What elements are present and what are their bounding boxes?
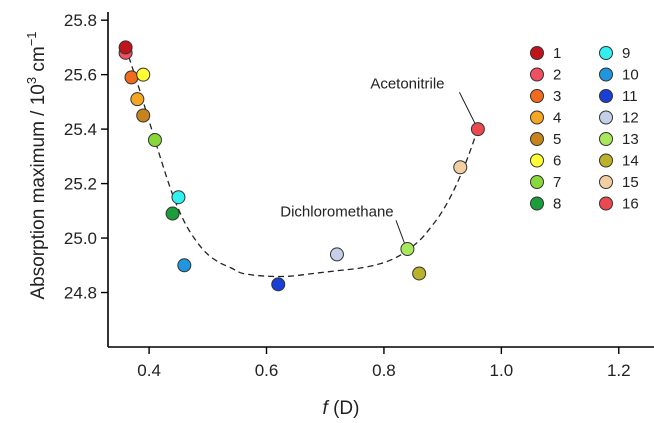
legend-label-16: 16: [622, 196, 639, 213]
data-point-3: [124, 70, 139, 85]
legend-label-15: 15: [622, 174, 639, 191]
y-tick-label: 24.8: [64, 284, 97, 303]
legend-label-2: 2: [553, 67, 561, 84]
y-tick-label: 25.6: [64, 66, 97, 85]
x-axis-title-rest: (D): [328, 398, 360, 419]
legend-marker-14: [599, 153, 613, 168]
legend-marker-6: [530, 153, 544, 168]
legend-label-11: 11: [622, 88, 638, 105]
y-tick-label: 25.4: [64, 120, 97, 139]
legend-marker-5: [530, 132, 544, 146]
x-axis-title-italic: f: [323, 398, 330, 419]
legend-marker-11: [599, 89, 613, 103]
legend-label-10: 10: [622, 67, 639, 84]
x-axis-title: f (D): [323, 398, 360, 419]
data-point-12: [329, 247, 344, 262]
annotation-leader: [395, 220, 405, 244]
data-point-14: [412, 266, 427, 281]
legend-marker-15: [599, 175, 613, 189]
y-axis-title-unit-exp: −1: [24, 31, 39, 46]
data-point-6: [136, 67, 151, 82]
legend-label-1: 1: [553, 45, 561, 62]
y-axis-title-main: Absorption maximum / 10: [28, 84, 49, 299]
y-axis-title-unit: cm: [28, 46, 49, 77]
legend-marker-13: [599, 132, 613, 146]
annotation-leader: [458, 92, 476, 124]
legend-label-8: 8: [553, 196, 561, 213]
axis-titles: f (D) Absorption maximum / 103 cm−1: [24, 31, 359, 419]
legend-marker-9: [599, 46, 613, 60]
y-axis-title: Absorption maximum / 103 cm−1: [24, 31, 49, 299]
y-axis-title-exp: 3: [24, 77, 39, 84]
legend-marker-1: [530, 46, 544, 60]
x-tick-label: 0.4: [137, 361, 161, 380]
annotations: Acetonitrile Dichloromethane: [280, 75, 476, 244]
data-point-8: [165, 206, 180, 221]
y-tick-label: 25.8: [64, 11, 97, 30]
axes: 0.4 0.6 0.8 1.0 1.2 24.8 25.0 25.2 25.4 25.6 25.8: [64, 11, 654, 380]
legend-marker-2: [530, 67, 544, 82]
legend-label-6: 6: [553, 153, 561, 170]
legend-marker-8: [530, 196, 544, 211]
legend-marker-4: [530, 110, 544, 125]
legend-label-14: 14: [622, 153, 639, 170]
legend-marker-7: [530, 175, 544, 189]
legend-label-12: 12: [622, 110, 639, 127]
data-point-5: [136, 108, 151, 123]
fit-curve-group: [124, 47, 479, 278]
data-point-7: [147, 133, 162, 148]
x-tick-label: 1.0: [490, 361, 514, 380]
x-tick-label: 1.2: [607, 361, 631, 380]
legend-label-3: 3: [553, 88, 561, 105]
fit-curve: [124, 47, 479, 278]
data-point-1: [118, 40, 133, 55]
y-tick-label: 25.0: [64, 229, 97, 248]
x-tick-label: 0.6: [255, 361, 279, 380]
data-point-4: [130, 92, 145, 107]
data-point-13: [400, 241, 415, 256]
y-tick-label: 25.2: [64, 175, 97, 194]
legend-marker-3: [530, 89, 544, 103]
data-point-16: [470, 122, 485, 137]
annotation-label: Dichloromethane: [280, 203, 393, 220]
legend-marker-12: [599, 110, 613, 125]
legend-marker-10: [599, 67, 613, 82]
legend-label-7: 7: [553, 174, 561, 191]
data-point-9: [171, 190, 186, 205]
x-tick-label: 0.8: [372, 361, 396, 380]
legend-marker-16: [599, 196, 613, 211]
legend-label-9: 9: [622, 45, 630, 62]
legend-label-4: 4: [553, 110, 561, 127]
annotation-label: Acetonitrile: [370, 75, 444, 92]
data-points: [118, 40, 485, 292]
data-point-11: [271, 277, 286, 292]
data-point-15: [453, 160, 468, 175]
legend-label-5: 5: [553, 131, 561, 148]
data-point-10: [177, 258, 192, 273]
legend-label-13: 13: [622, 131, 639, 148]
